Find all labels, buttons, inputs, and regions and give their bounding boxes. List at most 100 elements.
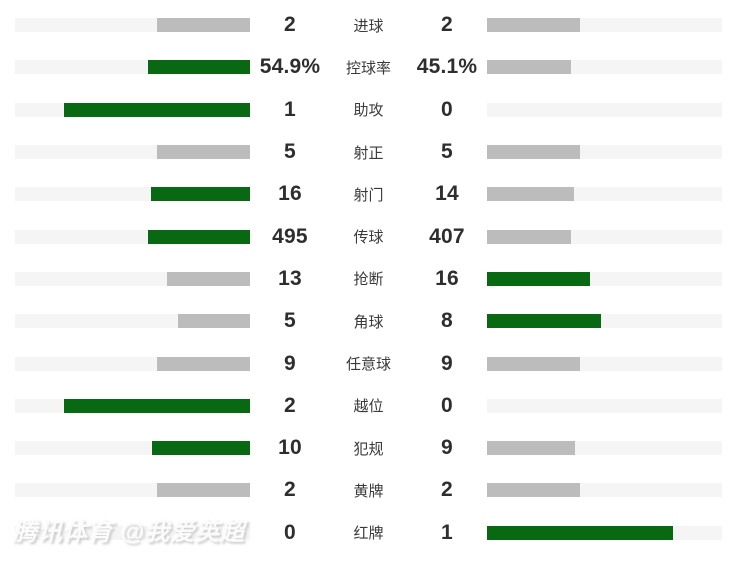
away-stat-bar-track [487, 483, 722, 498]
stat-row: 495 传球 407 [0, 215, 741, 257]
home-stat-bar-track [15, 398, 250, 413]
stat-label: 传球 [353, 229, 384, 247]
away-stat-bar-fill [487, 18, 580, 33]
away-stat-bar-fill [487, 187, 574, 202]
away-stat-bar-fill [487, 525, 673, 540]
away-stat-value: 9 [441, 351, 453, 375]
stat-row: 10 犯规 9 [0, 427, 741, 469]
home-stat-bar-fill [151, 187, 250, 202]
away-stat-bar-track [487, 441, 722, 456]
away-stat-bar-track [487, 60, 722, 75]
away-stat-bar-track [487, 525, 722, 540]
match-stats-panel: 2 进球 2 54.9% 控球率 45.1% 1 助攻 0 5 射正 [0, 4, 741, 554]
home-stat-value: 2 [284, 478, 296, 502]
away-stat-value: 1 [441, 520, 453, 544]
home-stat-bar-fill [64, 102, 250, 117]
stat-row: 2 越位 0 [0, 385, 741, 427]
home-stat-value: 5 [284, 140, 296, 164]
home-stat-bar-track [15, 483, 250, 498]
stat-label: 助攻 [353, 102, 384, 120]
away-stat-value: 16 [435, 266, 459, 290]
home-stat-value: 9 [284, 351, 296, 375]
home-stat-bar-fill [148, 229, 250, 244]
away-stat-value: 2 [441, 478, 453, 502]
stat-row: 54.9% 控球率 45.1% [0, 46, 741, 88]
home-stat-bar-track [15, 18, 250, 33]
home-stat-value: 5 [284, 309, 296, 333]
away-stat-value: 9 [441, 436, 453, 460]
home-stat-bar-track [15, 314, 250, 329]
home-stat-bar-fill [64, 398, 250, 413]
home-stat-bar-fill [152, 441, 250, 456]
away-stat-bar-track [487, 18, 722, 33]
stat-row: 13 抢断 16 [0, 258, 741, 300]
stat-label: 红牌 [353, 525, 384, 543]
away-stat-bar-fill [487, 314, 601, 329]
home-stat-bar-fill [167, 271, 250, 286]
stat-label: 控球率 [345, 59, 391, 77]
away-stat-bar-fill [487, 145, 580, 160]
stat-row: 2 黄牌 2 [0, 469, 741, 511]
stat-row: 5 角球 8 [0, 300, 741, 342]
home-stat-bar-fill [157, 18, 250, 33]
home-stat-value: 2 [284, 13, 296, 37]
home-stat-value: 54.9% [259, 55, 321, 79]
away-stat-bar-fill [487, 229, 571, 244]
stat-row: 0 红牌 1 [0, 512, 741, 554]
home-stat-value: 2 [284, 393, 296, 417]
away-stat-bar-track [487, 314, 722, 329]
away-stat-bar-fill [487, 271, 590, 286]
home-stat-bar-track [15, 187, 250, 202]
home-stat-bar-fill [157, 356, 250, 371]
home-stat-bar-track [15, 356, 250, 371]
away-stat-value: 45.1% [416, 55, 478, 79]
home-stat-value: 1 [284, 97, 296, 121]
stat-row: 1 助攻 0 [0, 89, 741, 131]
away-stat-bar-fill [487, 441, 575, 456]
home-stat-bar-track [15, 102, 250, 117]
away-stat-bar-fill [487, 60, 571, 75]
home-stat-value: 13 [278, 266, 302, 290]
stat-label: 射门 [353, 186, 384, 204]
home-stat-bar-track [15, 525, 250, 540]
home-stat-value: 495 [272, 224, 308, 248]
home-stat-value: 0 [284, 520, 296, 544]
stat-row: 2 进球 2 [0, 4, 741, 46]
away-stat-value: 0 [441, 393, 453, 417]
away-stat-value: 407 [429, 224, 465, 248]
away-stat-value: 14 [435, 182, 459, 206]
away-stat-value: 2 [441, 13, 453, 37]
home-stat-bar-track [15, 441, 250, 456]
away-stat-bar-track [487, 102, 722, 117]
stat-row: 16 射门 14 [0, 173, 741, 215]
home-stat-bar-track [15, 271, 250, 286]
stat-label: 抢断 [353, 271, 384, 289]
home-stat-bar-track [15, 229, 250, 244]
stat-row: 5 射正 5 [0, 131, 741, 173]
stat-label: 进球 [353, 17, 384, 35]
away-stat-value: 8 [441, 309, 453, 333]
home-stat-bar-fill [157, 483, 250, 498]
stat-label: 越位 [353, 398, 384, 416]
home-stat-bar-fill [178, 314, 250, 329]
away-stat-bar-track [487, 145, 722, 160]
away-stat-bar-track [487, 356, 722, 371]
away-stat-bar-track [487, 398, 722, 413]
stat-label: 黄牌 [353, 482, 384, 500]
away-stat-value: 5 [441, 140, 453, 164]
stat-label: 角球 [353, 313, 384, 331]
away-stat-bar-track [487, 271, 722, 286]
stat-label: 射正 [353, 144, 384, 162]
home-stat-value: 16 [278, 182, 302, 206]
stat-row: 9 任意球 9 [0, 342, 741, 384]
home-stat-bar-fill [148, 60, 250, 75]
home-stat-value: 10 [278, 436, 302, 460]
stat-label: 犯规 [353, 440, 384, 458]
stat-label: 任意球 [345, 356, 391, 374]
home-stat-bar-track [15, 60, 250, 75]
away-stat-bar-fill [487, 483, 580, 498]
home-stat-bar-fill [157, 145, 250, 160]
away-stat-value: 0 [441, 97, 453, 121]
away-stat-bar-track [487, 187, 722, 202]
away-stat-bar-track [487, 229, 722, 244]
